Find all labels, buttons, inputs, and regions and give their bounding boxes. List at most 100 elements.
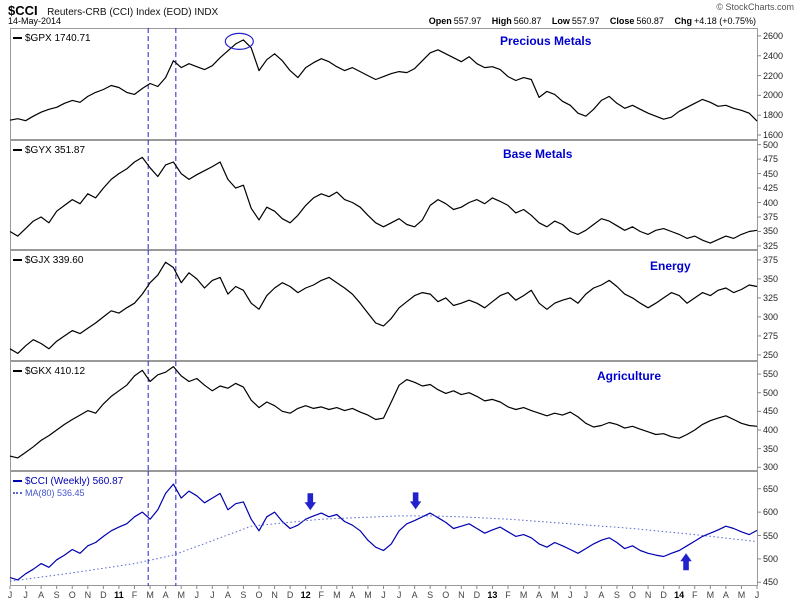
- price-line: [9, 39, 758, 122]
- x-tick-label: 13: [487, 590, 498, 600]
- panel-base-metals: $GYX 351.87 Base Metals 500 475 450 425 400 3…: [0, 140, 800, 250]
- y-tick-label: 650: [763, 483, 779, 494]
- price-line: [9, 156, 758, 244]
- y-tick-label: 325: [763, 292, 779, 303]
- y-tick-label: 550: [763, 369, 779, 380]
- panel-agriculture: $GKX 410.12 Agriculture 550 500 450 400 350 3…: [0, 361, 800, 473]
- chg-value: +4.18 (+0.75%): [693, 16, 756, 26]
- line-swatch: [13, 37, 22, 39]
- y-tick-label: 2000: [763, 90, 784, 101]
- x-tick-label: A: [411, 590, 418, 600]
- x-tick-label: A: [162, 590, 169, 600]
- x-tick-label: D: [100, 590, 107, 600]
- price-line: [9, 365, 758, 459]
- x-tick-label: J: [23, 590, 28, 600]
- precious-metals-plot: [9, 28, 761, 140]
- y-tick-label: 550: [763, 530, 779, 541]
- y-tick-label: 275: [763, 330, 779, 341]
- x-tick-label: 11: [114, 590, 124, 600]
- x-tick-label: O: [628, 590, 636, 600]
- legend-text: $GKX 410.12: [25, 366, 86, 377]
- legend-ma-text: MA(80) 536.45: [25, 488, 85, 498]
- x-tick-label: M: [177, 590, 185, 600]
- quote-line: Open 557.97 High 560.87 Low 557.97 Close 560…: [429, 16, 756, 26]
- panel-border: [10, 361, 758, 471]
- x-tick-label: A: [598, 590, 605, 600]
- panel-title: Precious Metals: [500, 34, 592, 48]
- y-tick-label: 500: [763, 553, 779, 564]
- x-tick-label: M: [737, 590, 746, 600]
- price-line: [9, 483, 758, 581]
- x-tick-label: F: [505, 590, 511, 600]
- y-tick-label: 400: [763, 197, 779, 208]
- y-tick-label: 400: [763, 424, 779, 435]
- y-tick-label: 350: [763, 273, 779, 284]
- panel-legend: $CCI (Weekly) 560.87: [13, 476, 123, 487]
- x-tick-label: A: [722, 590, 729, 600]
- cci-weekly-plot: [9, 471, 761, 586]
- line-swatch: [13, 480, 22, 482]
- x-tick-label: M: [146, 590, 154, 600]
- x-tick-label: A: [349, 590, 356, 600]
- y-tick-label: 2200: [763, 70, 784, 81]
- panel-energy: $GJX 339.60 Energy 375 350 325 300 275 250: [0, 250, 800, 361]
- line-swatch: [13, 370, 22, 372]
- symbol-description: Reuters-CRB (CCI) Index (EOD) INDX: [47, 7, 219, 18]
- low-value: 557.97: [571, 16, 600, 26]
- panel-title: Base Metals: [503, 147, 573, 161]
- energy-plot: [9, 250, 761, 361]
- y-tick-label: 325: [763, 240, 779, 251]
- open-label: Open: [428, 16, 452, 26]
- x-tick-label: M: [519, 590, 528, 600]
- y-tick-label: 425: [763, 183, 779, 194]
- y-tick-label: 1600: [763, 130, 784, 141]
- x-tick-label: F: [692, 590, 698, 600]
- y-tick-label: 1800: [763, 110, 784, 121]
- x-tick-label: N: [84, 590, 92, 600]
- panel-legend: $GPX 1740.71: [13, 33, 91, 44]
- x-tick-label: S: [53, 590, 60, 600]
- down-arrow-annotation: [409, 492, 422, 510]
- open-value: 557.97: [453, 16, 482, 26]
- symbol: $CCI: [8, 3, 38, 18]
- panel-border: [10, 140, 758, 250]
- x-tick-label: A: [38, 590, 45, 600]
- panel-legend: $GYX 351.87: [13, 145, 85, 156]
- header-title-row: © StockCharts.com $CCI Reuters-CRB (CCI)…: [8, 2, 794, 18]
- up-arrow-annotation: [680, 553, 692, 571]
- quote-date: 14-May-2014: [8, 16, 62, 26]
- y-tick-label: 350: [763, 443, 779, 454]
- x-tick-label: D: [660, 590, 667, 600]
- close-label: Close: [609, 16, 635, 26]
- x-tick-label: D: [473, 590, 481, 600]
- ma-swatch: [13, 492, 22, 494]
- line-swatch: [13, 149, 22, 151]
- chg-label: Chg: [674, 16, 692, 26]
- legend-text: $GJX 339.60: [25, 255, 84, 266]
- y-tick-label: 250: [763, 349, 779, 360]
- y-tick-label: 450: [763, 577, 779, 588]
- x-tick-label: J: [396, 590, 402, 600]
- x-tick-label: N: [644, 590, 652, 600]
- y-tick-label: 600: [763, 507, 779, 518]
- y-tick-label: 450: [763, 406, 779, 417]
- x-tick-label: S: [240, 590, 247, 600]
- x-tick-label: M: [333, 590, 341, 600]
- y-tick-label: 300: [763, 462, 779, 473]
- x-tick-label: M: [364, 590, 372, 600]
- x-tick-label: F: [131, 590, 138, 600]
- agriculture-plot: [9, 361, 761, 471]
- panel-title: Agriculture: [597, 369, 662, 383]
- x-axis: J J A S O N D 11 F M A M J J A S O N D 12 F M A M J J A S O N D 13 F M A M J…: [0, 586, 800, 605]
- legend-text: $GPX 1740.71: [25, 33, 91, 44]
- x-tick-label: N: [271, 590, 278, 600]
- x-tick-label: 12: [300, 590, 311, 600]
- price-line: [9, 261, 758, 355]
- panel-cci-weekly: $CCI (Weekly) 560.87 MA(80) 536.45 650 60…: [0, 471, 800, 588]
- panel-border: [10, 28, 758, 140]
- y-tick-label: 350: [763, 226, 779, 237]
- high-label: High: [491, 16, 512, 26]
- x-tick-label: J: [210, 590, 215, 600]
- panel-precious-metals: $GPX 1740.71 Precious Metals 2600 2400 220…: [0, 28, 800, 140]
